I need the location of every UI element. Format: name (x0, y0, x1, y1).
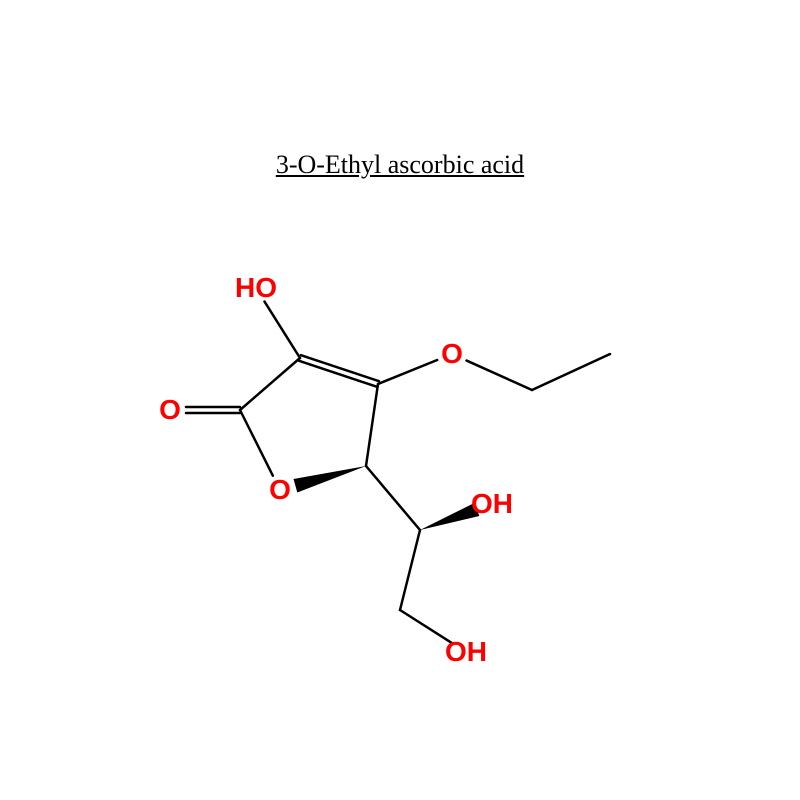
atom-label: OH (445, 636, 487, 668)
atom-label: HO (235, 272, 277, 304)
atom-label: OH (471, 488, 513, 520)
atom-label: O (269, 474, 291, 506)
compound-title: 3-O-Ethyl ascorbic acid (0, 150, 800, 180)
atom-label: O (159, 394, 181, 426)
atom-label: O (441, 338, 463, 370)
structure-svg (120, 280, 680, 700)
chemical-structure-diagram: OHOOOOHOH (120, 280, 680, 700)
